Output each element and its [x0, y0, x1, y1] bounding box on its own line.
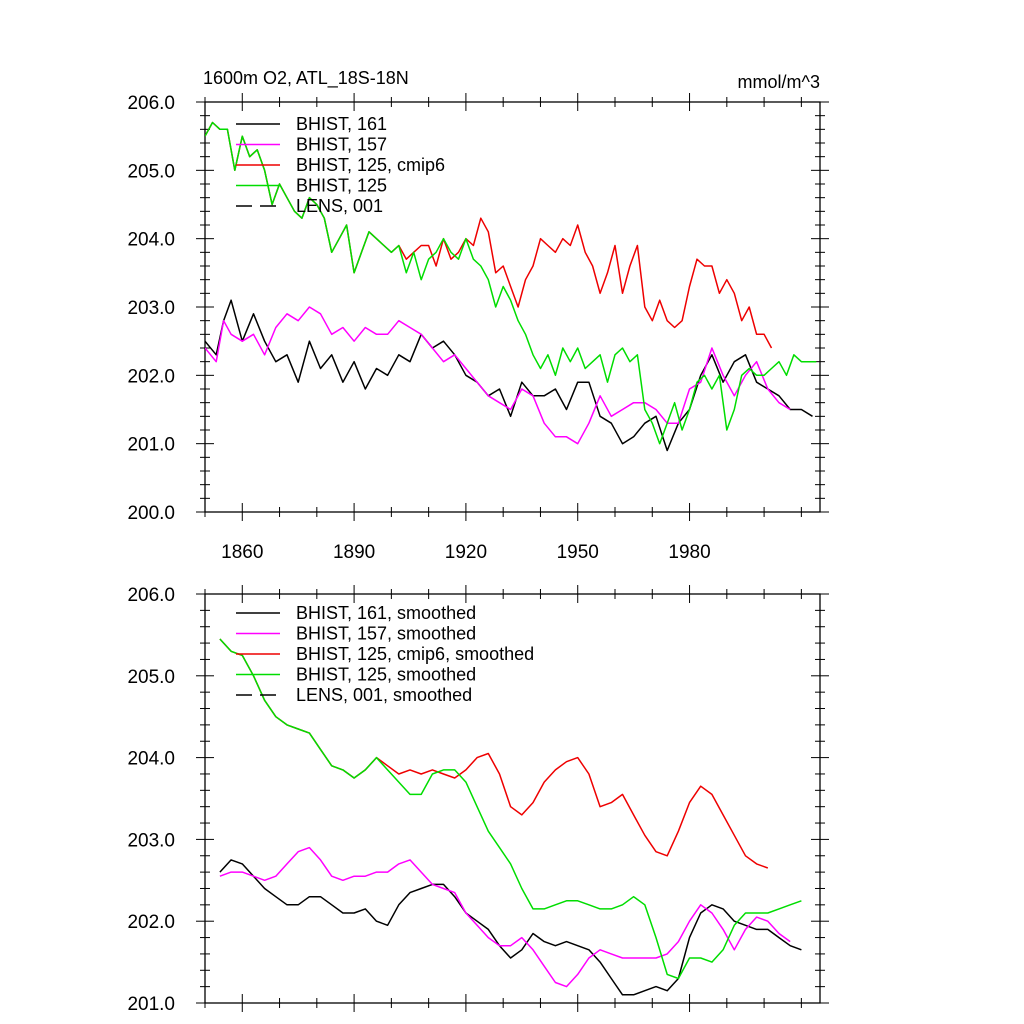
y-tick-label: 206.0 [127, 585, 175, 606]
series-line-bhist-161 [205, 299, 813, 452]
legend-label: BHIST, 125, smoothed [296, 665, 476, 685]
y-tick-label: 204.0 [127, 749, 175, 770]
y-tick-label: 202.0 [127, 912, 175, 933]
legend-label: BHIST, 161 [296, 114, 387, 134]
x-tick-label: 1920 [445, 542, 487, 563]
x-tick-label: 1980 [668, 542, 710, 563]
legend-label: BHIST, 161, smoothed [296, 603, 476, 623]
legend-label: BHIST, 157 [296, 135, 387, 155]
legend-label: BHIST, 125, cmip6 [296, 155, 445, 175]
chart-units-label: mmol/m^3 [738, 72, 820, 92]
y-tick-label: 203.0 [127, 298, 175, 319]
y-tick-label: 201.0 [127, 435, 175, 456]
y-tick-label: 205.0 [127, 667, 175, 688]
y-tick-label: 206.0 [127, 93, 175, 114]
bottom-panel: 201.0 202.0 203.0 204.0 205.0 206.0 BHIST, 161… [127, 585, 829, 1015]
legend-label: BHIST, 157, smoothed [296, 624, 476, 644]
top-panel: 200.0 201.0 202.0 203.0 204.0 205.0 206.0 1860 1… [127, 93, 829, 563]
series-line-bhist-157 [205, 306, 791, 445]
legend-label: LENS, 001, smoothed [296, 685, 472, 705]
y-tick-label: 203.0 [127, 830, 175, 851]
y-tick-label: 200.0 [127, 503, 175, 524]
chart-title-left: 1600m O2, ATL_18S-18N [203, 68, 409, 89]
y-tick-label: 205.0 [127, 161, 175, 182]
legend-label: BHIST, 125, cmip6, smoothed [296, 644, 534, 664]
plot-frame [204, 593, 821, 1004]
y-tick-label: 202.0 [127, 366, 175, 387]
series-line-bhist-157-smoothed [219, 846, 791, 988]
legend-label: LENS, 001 [296, 196, 383, 216]
series-line-bhist-125-smoothed [219, 638, 802, 980]
x-tick-label: 1950 [557, 542, 599, 563]
legend-label: BHIST, 125 [296, 176, 387, 196]
series-line-bhist-125 [205, 121, 817, 445]
x-tick-label: 1860 [221, 542, 263, 563]
series-line-bhist-125-cmip6 [205, 121, 773, 349]
y-tick-label: 204.0 [127, 230, 175, 251]
series-line-bhist-161-smoothed [219, 859, 802, 996]
y-tick-label: 201.0 [127, 994, 175, 1015]
x-tick-label: 1890 [333, 542, 375, 563]
